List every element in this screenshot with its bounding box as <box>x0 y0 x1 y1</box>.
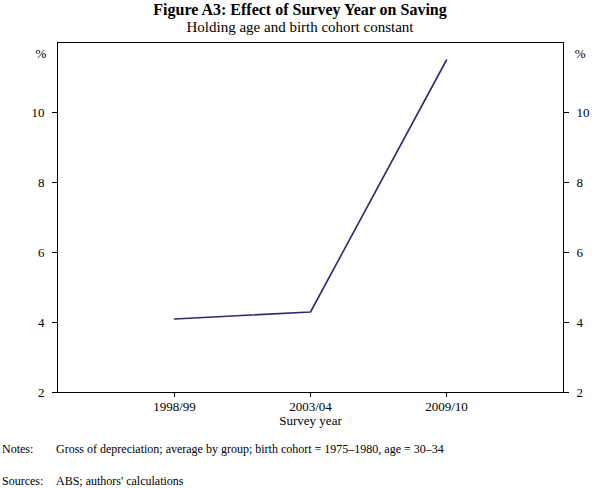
html-text:ABS; authors' calculations: ABS; authors' calculations <box>56 474 184 488</box>
svg-text:8: 8 <box>38 175 45 190</box>
svg-text:2: 2 <box>38 385 45 400</box>
svg-text:8: 8 <box>577 175 584 190</box>
svg-text:1998/99: 1998/99 <box>153 399 196 414</box>
svg-text:2009/10: 2009/10 <box>425 399 468 414</box>
html-text:Holding age and birth cohort c: Holding age and birth cohort constant <box>186 19 414 35</box>
svg-text:10: 10 <box>577 105 590 120</box>
svg-text:%: % <box>575 46 586 61</box>
svg-text:2: 2 <box>577 385 584 400</box>
html-text:Sources:: Sources: <box>2 474 44 488</box>
svg-text:6: 6 <box>38 245 45 260</box>
svg-text:10: 10 <box>32 105 45 120</box>
svg-text:4: 4 <box>577 315 584 330</box>
svg-text:%: % <box>36 46 47 61</box>
html-text:Notes:: Notes: <box>2 442 34 456</box>
html-text:Figure A3: Effect of Survey Ye: Figure A3: Effect of Survey Year on Savi… <box>153 1 447 18</box>
svg-text:4: 4 <box>38 315 45 330</box>
svg-text:6: 6 <box>577 245 584 260</box>
svg-text:Survey year: Survey year <box>279 413 342 428</box>
svg-text:2003/04: 2003/04 <box>289 399 332 414</box>
html-text:Gross of depreciation; average: Gross of depreciation; average by group;… <box>56 442 444 456</box>
